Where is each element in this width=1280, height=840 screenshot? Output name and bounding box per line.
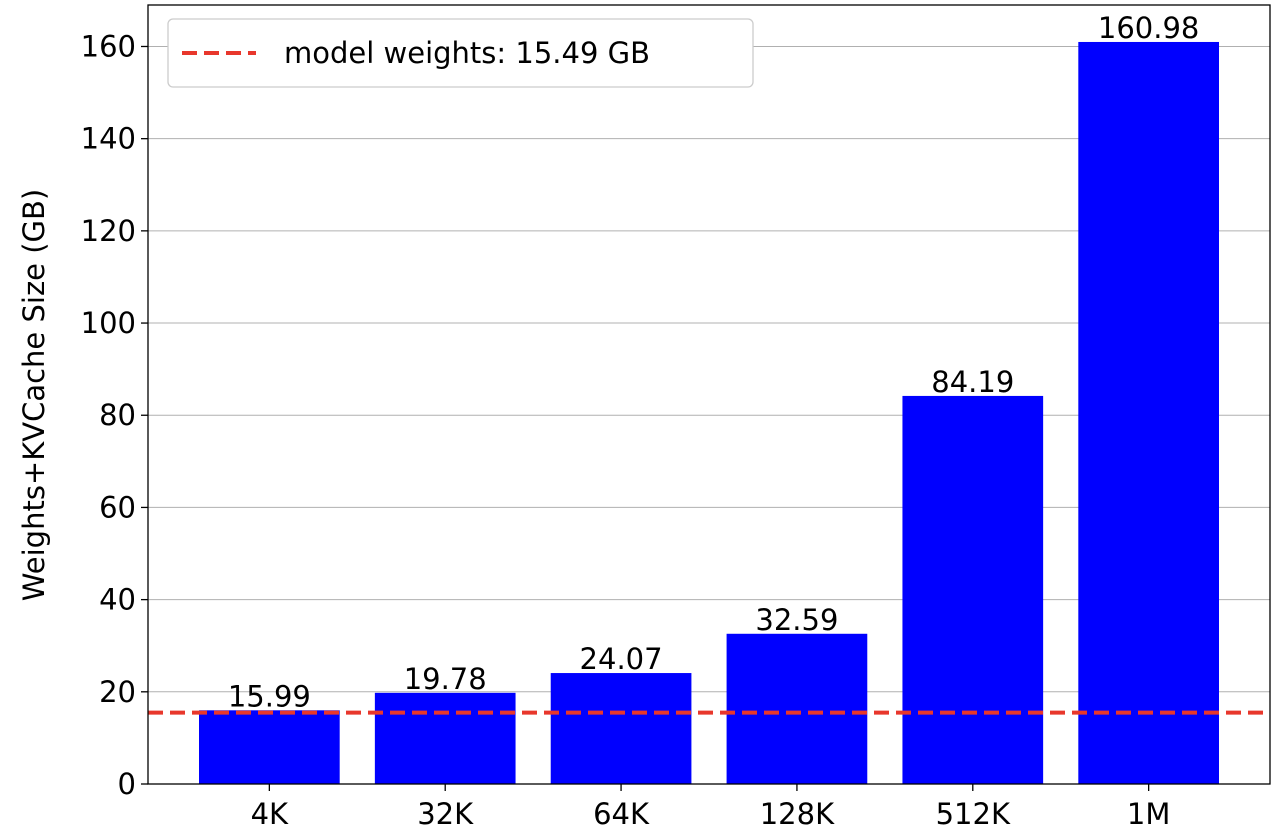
y-tick-label: 100 xyxy=(81,306,136,340)
x-tick-label: 32K xyxy=(417,797,474,831)
x-tick-label: 4K xyxy=(251,797,289,831)
x-tick-label: 64K xyxy=(593,797,650,831)
x-tick-label: 512K xyxy=(936,797,1011,831)
legend-label: model weights: 15.49 GB xyxy=(284,36,650,70)
y-tick-label: 80 xyxy=(99,398,136,432)
bar-1M xyxy=(1078,41,1219,784)
x-tick-label: 1M xyxy=(1127,797,1170,831)
y-tick-label: 60 xyxy=(99,490,136,524)
bar-128K xyxy=(726,633,868,784)
data-label: 19.78 xyxy=(404,662,487,696)
data-label: 84.19 xyxy=(931,365,1014,399)
y-tick-label: 40 xyxy=(99,583,136,617)
y-tick-label: 160 xyxy=(81,29,136,63)
bar-32K xyxy=(374,692,516,784)
x-axis-ticks: 4K 32K 64K 128K 512K 1M xyxy=(251,784,1170,831)
data-labels: 15.99 19.78 24.07 32.59 84.19 160.98 xyxy=(228,11,1200,713)
bar-512K xyxy=(902,395,1044,784)
plot-frame xyxy=(147,4,1271,785)
legend: model weights: 15.49 GB xyxy=(167,18,754,88)
data-label: 32.59 xyxy=(755,603,838,637)
data-label: 24.07 xyxy=(580,642,663,676)
y-axis-ticks: 0 20 40 60 80 100 120 140 160 xyxy=(81,29,148,801)
y-axis-label: Weights+KVCache Size (GB) xyxy=(17,189,51,601)
y-tick-label: 0 xyxy=(118,767,136,801)
bars xyxy=(199,41,1219,784)
bar-4K xyxy=(199,710,340,784)
y-tick-label: 20 xyxy=(99,675,136,709)
data-label: 15.99 xyxy=(228,679,311,713)
x-tick-label: 128K xyxy=(760,797,835,831)
data-label: 160.98 xyxy=(1098,11,1199,45)
bar-64K xyxy=(550,673,692,784)
y-tick-label: 120 xyxy=(81,214,136,248)
y-tick-label: 140 xyxy=(81,122,136,156)
